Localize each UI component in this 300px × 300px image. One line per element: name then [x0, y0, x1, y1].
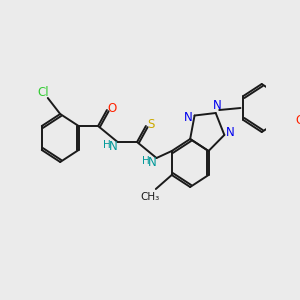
Text: O: O: [108, 101, 117, 115]
Text: O: O: [295, 113, 300, 127]
Text: H: H: [103, 140, 111, 150]
Text: N: N: [184, 111, 193, 124]
Text: N: N: [226, 126, 235, 140]
Text: H: H: [142, 156, 150, 166]
Text: N: N: [213, 98, 222, 112]
Text: CH₃: CH₃: [140, 192, 159, 202]
Text: S: S: [148, 118, 155, 130]
Text: N: N: [148, 157, 157, 169]
Text: N: N: [109, 140, 118, 154]
Text: Cl: Cl: [38, 85, 49, 98]
